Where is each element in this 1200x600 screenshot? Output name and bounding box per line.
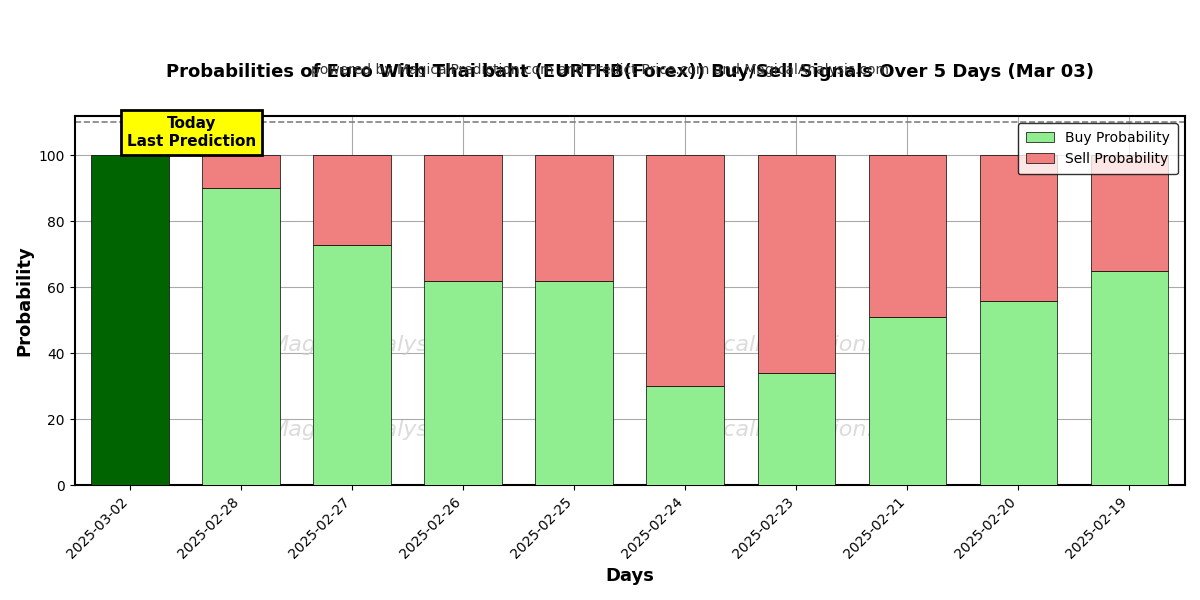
Title: Probabilities of Euro With Thai baht (EURTHB(Forex)) Buy/Sell Signals Over 5 Day: Probabilities of Euro With Thai baht (EU… <box>166 63 1094 81</box>
Bar <box>869 317 947 485</box>
Bar <box>1091 155 1169 271</box>
Bar <box>757 155 835 373</box>
Text: MagicalAnalysis.com: MagicalAnalysis.com <box>270 420 502 440</box>
Bar <box>1091 271 1169 485</box>
Legend: Buy Probability, Sell Probability: Buy Probability, Sell Probability <box>1018 123 1178 175</box>
Text: Today
Last Prediction: Today Last Prediction <box>127 116 256 149</box>
Bar <box>647 155 725 386</box>
Bar <box>91 155 169 485</box>
Bar <box>425 281 502 485</box>
Bar <box>535 281 613 485</box>
Bar <box>869 155 947 317</box>
Text: powered by MagicalPrediction.com and Predict-Price.com and MagicalAnalysis.com: powered by MagicalPrediction.com and Pre… <box>311 63 889 77</box>
X-axis label: Days: Days <box>605 567 654 585</box>
Bar <box>313 245 391 485</box>
Text: MagicalPrediction.com: MagicalPrediction.com <box>671 420 922 440</box>
Bar <box>203 155 280 188</box>
Y-axis label: Probability: Probability <box>16 245 34 356</box>
Bar <box>203 188 280 485</box>
Bar <box>425 155 502 281</box>
Bar <box>979 301 1057 485</box>
Bar <box>313 155 391 245</box>
Bar <box>979 155 1057 301</box>
Bar <box>535 155 613 281</box>
Text: MagicalPrediction.com: MagicalPrediction.com <box>671 335 922 355</box>
Text: MagicalAnalysis.com: MagicalAnalysis.com <box>270 335 502 355</box>
Bar <box>647 386 725 485</box>
Bar <box>757 373 835 485</box>
